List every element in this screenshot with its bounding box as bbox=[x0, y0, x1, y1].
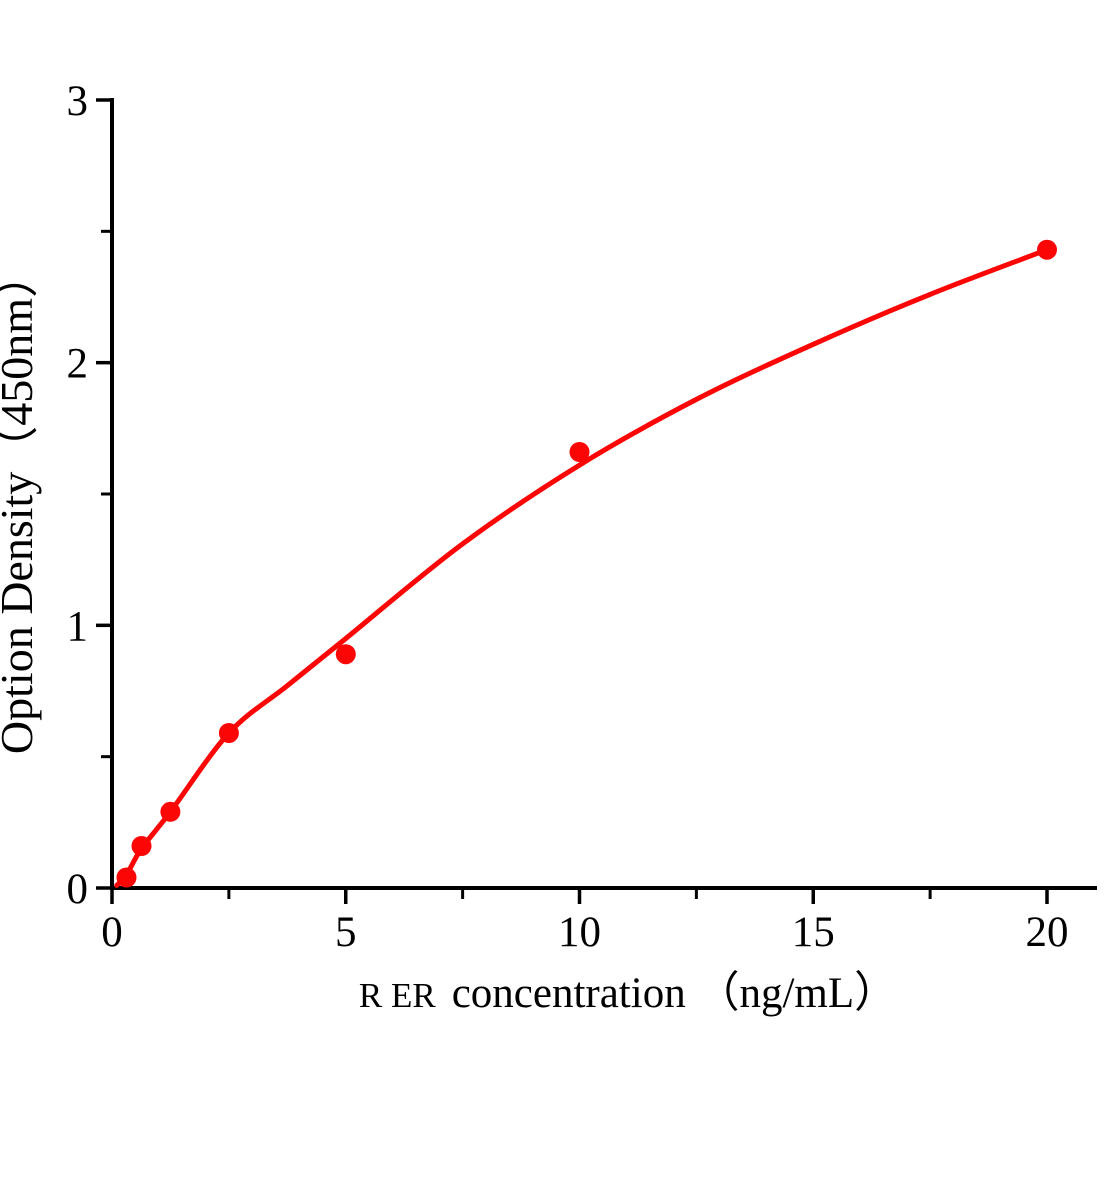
data-point bbox=[569, 442, 590, 462]
data-point bbox=[335, 644, 356, 665]
x-axis-title: R ER concentration （ng/mL） bbox=[359, 970, 897, 1017]
y-tick-label: 3 bbox=[67, 78, 89, 125]
axes bbox=[110, 98, 1097, 890]
x-tick-label: 10 bbox=[558, 909, 601, 956]
x-tick-label: 5 bbox=[335, 909, 357, 956]
fit-curve bbox=[114, 247, 1050, 888]
x-axis-ticks: 0 5 10 15 20 bbox=[101, 890, 1069, 956]
y-tick-label: 0 bbox=[67, 866, 89, 913]
data-points-layer bbox=[116, 239, 1057, 888]
x-axis-title-abbr: R ER bbox=[359, 976, 436, 1015]
data-point bbox=[160, 801, 181, 822]
y-axis-title: Option Density（450nm） bbox=[0, 252, 42, 754]
y-axis-ticks: 0 1 2 3 bbox=[67, 78, 110, 913]
x-axis-title-text: concentration （ng/mL） bbox=[452, 970, 897, 1017]
x-tick-label: 0 bbox=[101, 909, 123, 956]
x-tick-label: 15 bbox=[792, 909, 835, 956]
x-tick-label: 20 bbox=[1026, 909, 1069, 956]
data-point bbox=[1037, 239, 1057, 260]
y-tick-label: 2 bbox=[67, 341, 89, 388]
fit-curve-layer bbox=[114, 247, 1050, 888]
data-point bbox=[218, 723, 239, 743]
data-point bbox=[131, 836, 152, 856]
y-tick-label: 1 bbox=[67, 603, 89, 650]
data-point bbox=[116, 867, 137, 888]
